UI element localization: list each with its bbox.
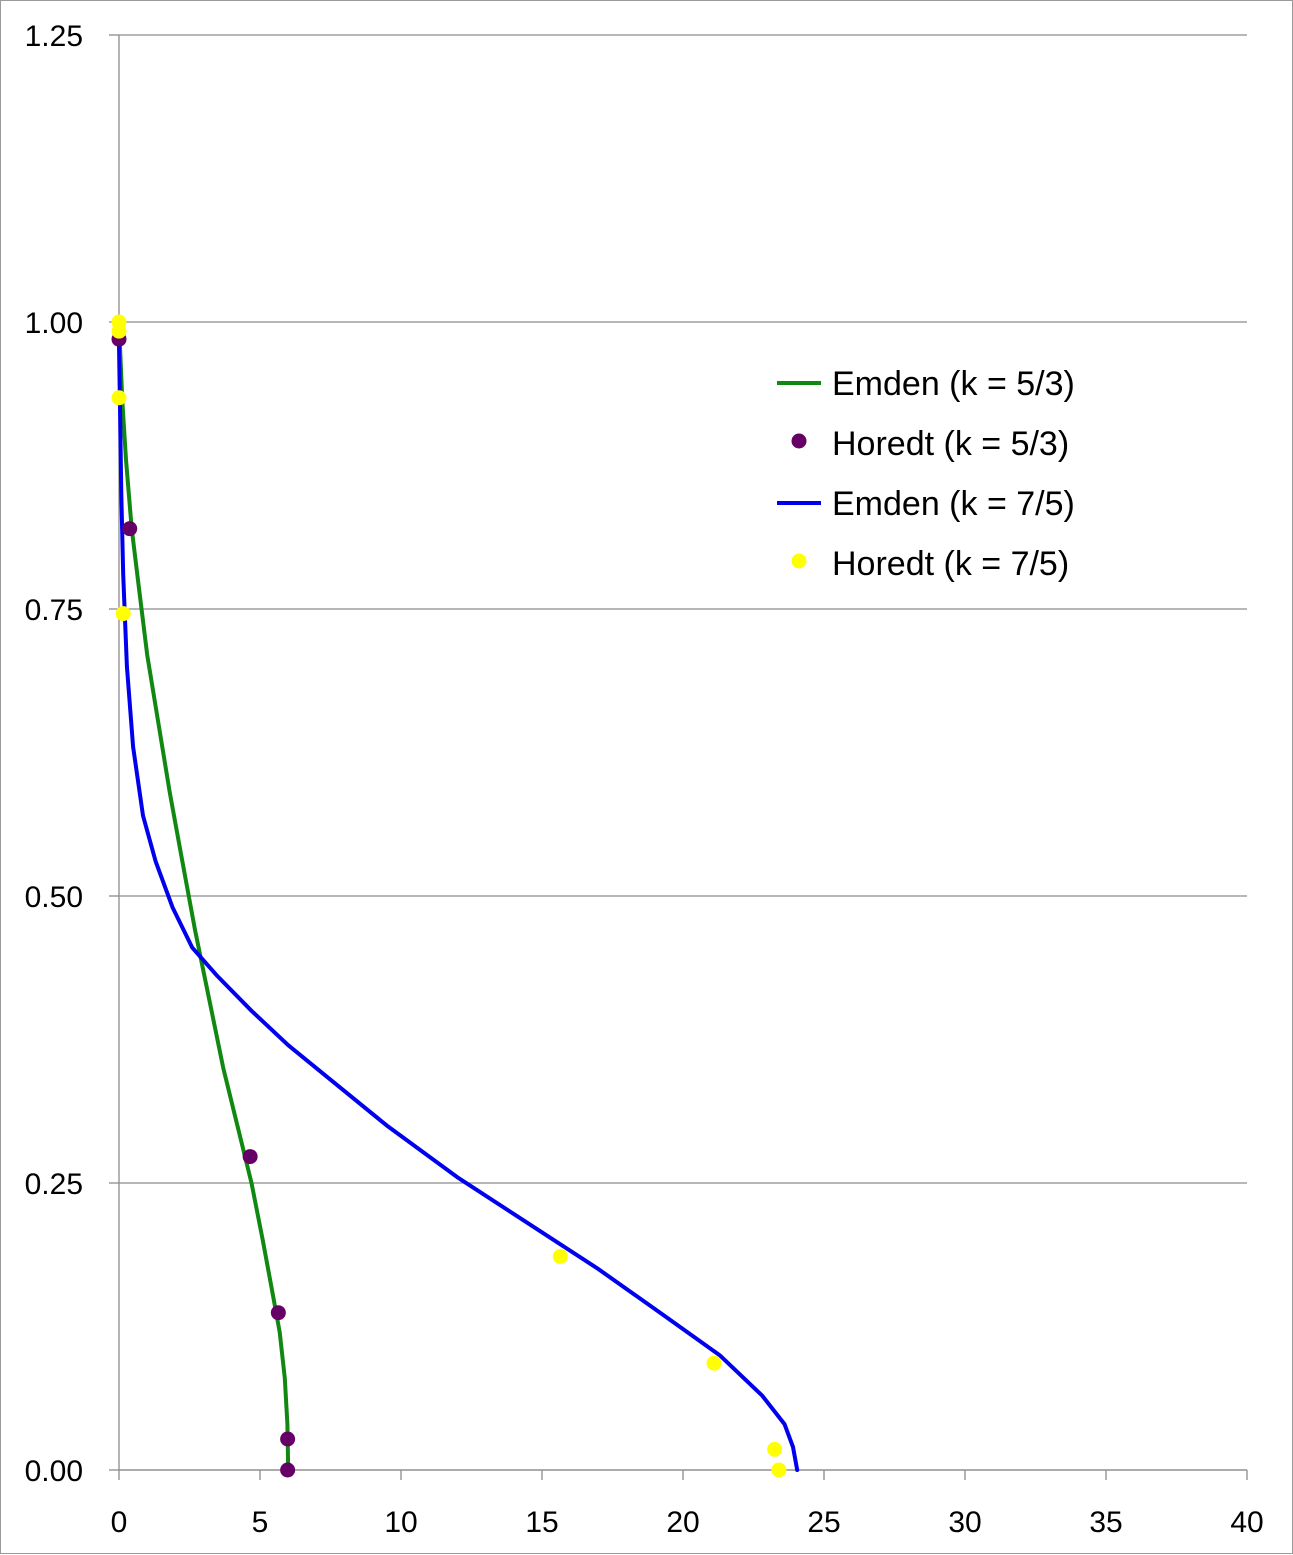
data-point [115,606,131,622]
data-point [280,1431,296,1447]
series-line [117,343,800,1472]
x-tick-label: 0 [111,1506,128,1539]
x-tick-label: 30 [948,1506,981,1539]
legend-marker-swatch [791,553,807,569]
y-tick-label: 1.00 [25,307,83,340]
x-tick-label: 20 [666,1506,699,1539]
legend-label: Horedt (k = 5/3) [832,425,1069,463]
data-point [242,1149,258,1165]
y-tick-label: 0.25 [25,1168,83,1201]
data-point [767,1441,783,1457]
legend-label: Horedt (k = 7/5) [832,545,1069,583]
data-point [280,1462,296,1478]
data-point [552,1248,568,1264]
x-tick-label: 10 [384,1506,417,1539]
legend-label: Emden (k = 7/5) [832,485,1075,523]
data-point [270,1305,286,1321]
x-tick-label: 25 [807,1506,840,1539]
y-tick-label: 0.00 [25,1455,83,1488]
data-point [771,1462,787,1478]
legend-label: Emden (k = 5/3) [832,365,1075,403]
x-tick-label: 35 [1089,1506,1122,1539]
y-tick-label: 0.50 [25,881,83,914]
y-tick-label: 0.75 [25,594,83,627]
data-point [706,1355,722,1371]
data-point [111,390,127,406]
x-tick-label: 15 [525,1506,558,1539]
data-point [122,521,138,537]
data-point [111,323,127,339]
legend-marker-swatch [791,433,807,449]
x-tick-label: 40 [1230,1506,1263,1539]
x-tick-label: 5 [252,1506,269,1539]
y-tick-label: 1.25 [25,20,83,53]
